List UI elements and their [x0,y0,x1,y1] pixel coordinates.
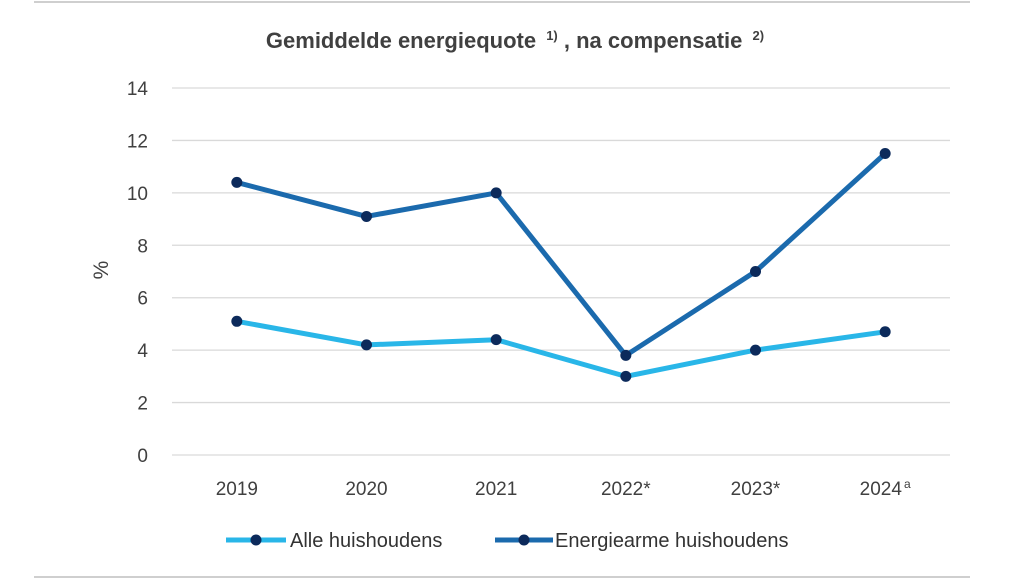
x-tick-label-2021: 2021 [475,479,517,500]
x-tick-text: 2023* [731,479,781,500]
bottom-rule [34,576,970,578]
x-tick-label-2019: 2019 [216,479,258,500]
series-group [231,148,891,382]
data-point-energiearme-huishoudens-4 [750,266,761,277]
legend-item-alle-huishoudens: Alle huishoudens [226,530,442,552]
title-footnote-2: 2) [753,28,765,43]
data-point-energiearme-huishoudens-5 [879,148,891,160]
chart-title: Gemiddelde energiequote 1) , na compensa… [266,20,764,53]
title-footnote-1: 1) [546,28,558,43]
y-tick-label-2: 2 [137,394,148,415]
y-tick-label-4: 4 [137,341,148,362]
x-tick-label-2020: 2020 [345,479,387,500]
data-point-energiearme-huishoudens-1 [361,210,372,222]
x-axis-ticks: 2019 2020 2021 2022* 2023* 2024 a [216,477,911,500]
legend-marker-alle-huishoudens [250,534,262,546]
x-tick-label-2022-star: 2022* [601,479,651,500]
data-point-alle-huishoudens-0 [231,315,243,327]
y-tick-label-8: 8 [137,236,148,257]
data-point-energiearme-huishoudens-2 [490,187,502,199]
data-point-energiearme-huishoudens-3 [620,349,632,361]
x-tick-label-2023-star: 2023* [731,479,781,500]
legend-marker-energiearme-huishoudens [518,534,530,546]
series-line-energiearme-huishoudens [236,151,887,358]
y-tick-label-0: 0 [137,446,148,467]
y-axis-label: % [90,261,113,280]
legend-item-energiearme-huishoudens: Energiearme huishoudens [495,530,789,552]
y-tick-label-6: 6 [137,289,148,310]
series-line-alle-huishoudens [236,318,886,379]
x-tick-footnote-a: a [904,477,911,491]
x-tick-text: 2024 [860,479,903,500]
data-point-alle-huishoudens-5 [879,326,891,338]
x-tick-text: 2019 [216,479,258,500]
y-axis-ticks: 0 2 4 6 8 10 12 14 [127,79,149,467]
top-rule [34,1,970,3]
x-tick-text: 2020 [345,479,387,500]
data-point-alle-huishoudens-1 [361,339,372,351]
legend-label-alle-huishoudens: Alle huishoudens [290,530,442,552]
y-tick-label-14: 14 [127,79,149,100]
x-tick-text: 2021 [475,479,517,500]
y-tick-label-12: 12 [127,131,148,152]
chart-title-main: Gemiddelde energiequote [266,28,536,53]
data-point-alle-huishoudens-4 [750,344,761,356]
x-tick-label-2024: 2024 a [860,477,911,500]
x-tick-text: 2022* [601,479,651,500]
gridlines [172,87,950,456]
data-point-alle-huishoudens-2 [490,334,502,346]
legend-label-energiearme-huishoudens: Energiearme huishoudens [555,530,789,552]
data-point-alle-huishoudens-3 [620,370,632,382]
y-tick-label-10: 10 [127,184,148,205]
legend: Alle huishoudens Energiearme huishoudens [226,530,789,552]
chart-title-connector: , na compensatie [564,28,743,53]
data-point-energiearme-huishoudens-0 [231,176,243,188]
